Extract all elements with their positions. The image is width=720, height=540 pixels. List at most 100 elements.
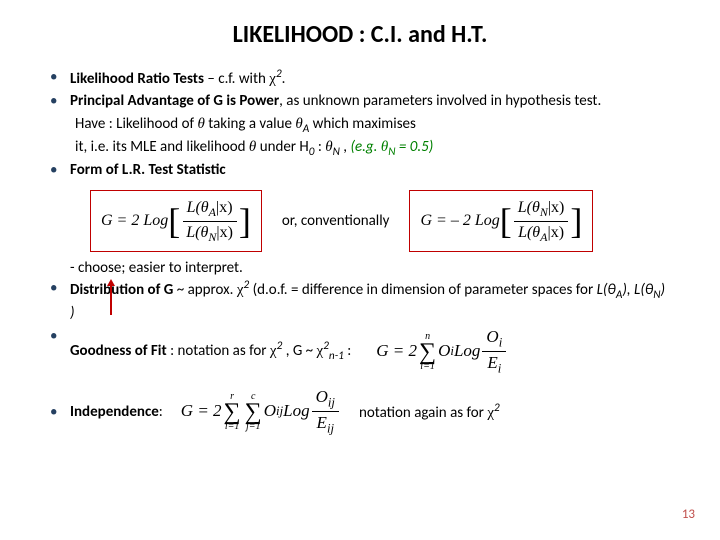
indep-s1b: i=1 bbox=[225, 422, 240, 432]
b2-eg: (e.g. bbox=[350, 138, 380, 156]
b2-theta: θ bbox=[197, 116, 204, 132]
gof-formula: G = 2 n ∑ i=1 Oi Log Oi Ei bbox=[376, 326, 508, 378]
g1-numA: A bbox=[209, 205, 216, 219]
b2-have: Have : Likelihood of bbox=[75, 115, 197, 133]
g2-denL: L(θ bbox=[518, 224, 540, 241]
gof-O2: O bbox=[486, 327, 498, 346]
indep-O2: O bbox=[316, 387, 328, 406]
gof-colon: : bbox=[344, 342, 351, 360]
g2-numR: |x) bbox=[548, 199, 565, 216]
bullet-indep: • Independence: G = 2 r ∑ i=1 c ∑ j=1 bbox=[50, 386, 670, 438]
indep-s2b: j=1 bbox=[246, 422, 261, 432]
indep-colon: : bbox=[159, 403, 163, 421]
indep-ij2: ij bbox=[328, 395, 335, 409]
bullet-marker: • bbox=[50, 67, 70, 89]
indep-sum1: r ∑ i=1 bbox=[224, 392, 241, 432]
g2-numN: N bbox=[540, 205, 548, 219]
gof-sum: n ∑ i=1 bbox=[419, 332, 436, 372]
b2-thetaN: θ bbox=[325, 139, 332, 155]
bracket-r: ] bbox=[239, 203, 251, 239]
b2-colon: : bbox=[314, 138, 325, 156]
b1-bold: Likelihood Ratio Tests bbox=[70, 70, 204, 88]
b2-eq: = 0.5) bbox=[395, 138, 433, 156]
b2-rest: , as unknown parameters involved in hypo… bbox=[279, 92, 601, 110]
gof-comma: , G ~ bbox=[282, 342, 316, 360]
g1-frac: L(θA|x) L(θN|x) bbox=[182, 197, 237, 245]
indep-pre: G = 2 bbox=[181, 400, 222, 423]
g1-pre: G = 2 Log bbox=[101, 210, 168, 232]
g1-numL: L(θ bbox=[187, 199, 209, 216]
b2-line3: it, i.e. its MLE and likelihood θ under … bbox=[75, 137, 670, 160]
g2-denR: |x) bbox=[548, 224, 565, 241]
b2-taking: taking a value bbox=[205, 115, 296, 133]
formula-g2: G = – 2 Log [ L(θN|x) L(θA|x) ] bbox=[409, 190, 593, 252]
g2-frac: L(θN|x) L(θA|x) bbox=[514, 197, 569, 245]
indep-log: Log bbox=[283, 400, 309, 423]
indep-sup: 2 bbox=[494, 401, 500, 415]
arrow-annotation bbox=[110, 285, 112, 315]
b1-rest: – c.f. with bbox=[204, 70, 269, 88]
bullet-gof: • Goodness of Fit : notation as for χ2 ,… bbox=[50, 326, 670, 378]
bullet-1: • Likelihood Ratio Tests – c.f. with χ2. bbox=[50, 67, 670, 89]
gof-bold: Goodness of Fit bbox=[70, 342, 167, 360]
bullet-marker: • bbox=[50, 402, 70, 422]
gof-n1: n-1 bbox=[329, 349, 344, 363]
dist-N: N bbox=[653, 288, 660, 302]
bullet-dist: • Distribution of G ~ approx. χ2 (d.o.f.… bbox=[50, 278, 670, 323]
slide-title: LIKELIHOOD : C.I. and H.T. bbox=[50, 20, 670, 49]
indep-ij3: ij bbox=[327, 422, 334, 436]
indep-bold: Independence bbox=[70, 403, 159, 421]
gof-E: E bbox=[487, 353, 497, 372]
bullet-marker: • bbox=[50, 160, 70, 180]
bullet-marker: • bbox=[50, 278, 70, 323]
indep-chi: χ bbox=[487, 405, 494, 421]
conv-label: or, conventionally bbox=[282, 211, 390, 231]
b2-line2: Have : Likelihood of θ taking a value θA… bbox=[75, 114, 670, 137]
b2-comma: , bbox=[340, 138, 351, 156]
formula-row: G = 2 Log [ L(θA|x) L(θN|x) ] or, conven… bbox=[90, 190, 670, 252]
bracket-l: [ bbox=[168, 203, 180, 239]
gof-log: Log bbox=[454, 340, 480, 363]
b3-bold: Form of L.R. Test Statistic bbox=[70, 161, 226, 179]
bracket-l2: [ bbox=[500, 203, 512, 239]
b1-chi: χ bbox=[269, 71, 276, 87]
dist-bold: Distribution of G bbox=[70, 281, 173, 299]
dist-rest2: (d.o.f. = difference in dimension of par… bbox=[249, 281, 596, 299]
choose-line: - choose; easier to interpret. bbox=[70, 258, 670, 278]
gof-chi: χ bbox=[270, 343, 277, 359]
dist-rest: ~ approx. bbox=[173, 281, 236, 299]
bullet-marker: • bbox=[50, 326, 70, 378]
gof-i2: i bbox=[499, 335, 503, 349]
b2-which: which maximises bbox=[309, 115, 416, 133]
gof-rest: : notation as for bbox=[167, 342, 270, 360]
formula-g1: G = 2 Log [ L(θA|x) L(θN|x) ] bbox=[90, 190, 262, 252]
page-number: 13 bbox=[682, 507, 695, 522]
indep-E: E bbox=[317, 413, 327, 432]
indep-formula: G = 2 r ∑ i=1 c ∑ j=1 Oij Log Oij bbox=[181, 386, 341, 438]
gof-sum-bot: i=1 bbox=[420, 362, 435, 372]
gof-pre: G = 2 bbox=[376, 340, 417, 363]
dist-LAr: ), L(θ bbox=[622, 281, 653, 299]
g2-numL: L(θ bbox=[518, 199, 540, 216]
b2-under: under H bbox=[256, 138, 308, 156]
bullet-2: • Principal Advantage of G is Power, as … bbox=[50, 91, 670, 111]
gof-O: O bbox=[438, 340, 450, 363]
g1-denL: L(θ bbox=[186, 224, 208, 241]
b2-it: it, i.e. its MLE and likelihood bbox=[75, 138, 249, 156]
bullet-3: • Form of L.R. Test Statistic bbox=[50, 160, 670, 180]
gof-i3: i bbox=[498, 362, 502, 376]
indep-rest: notation again as for bbox=[359, 404, 487, 422]
g1-numR: |x) bbox=[216, 199, 233, 216]
indep-O: O bbox=[264, 400, 276, 423]
bullet-marker: • bbox=[50, 91, 70, 111]
bullet-list: • Likelihood Ratio Tests – c.f. with χ2.… bbox=[50, 67, 670, 438]
g2-pre: G = – 2 Log bbox=[420, 210, 499, 232]
b1-end: . bbox=[282, 70, 286, 88]
indep-sum2: c ∑ j=1 bbox=[245, 392, 262, 432]
b2-thetaA: θ bbox=[295, 116, 302, 132]
b2-N: N bbox=[333, 145, 340, 159]
gof-frac: Oi Ei bbox=[482, 326, 506, 378]
bracket-r2: ] bbox=[570, 203, 582, 239]
g1-denR: |x) bbox=[216, 224, 233, 241]
b2-bold: Principal Advantage of G is Power bbox=[70, 92, 279, 110]
